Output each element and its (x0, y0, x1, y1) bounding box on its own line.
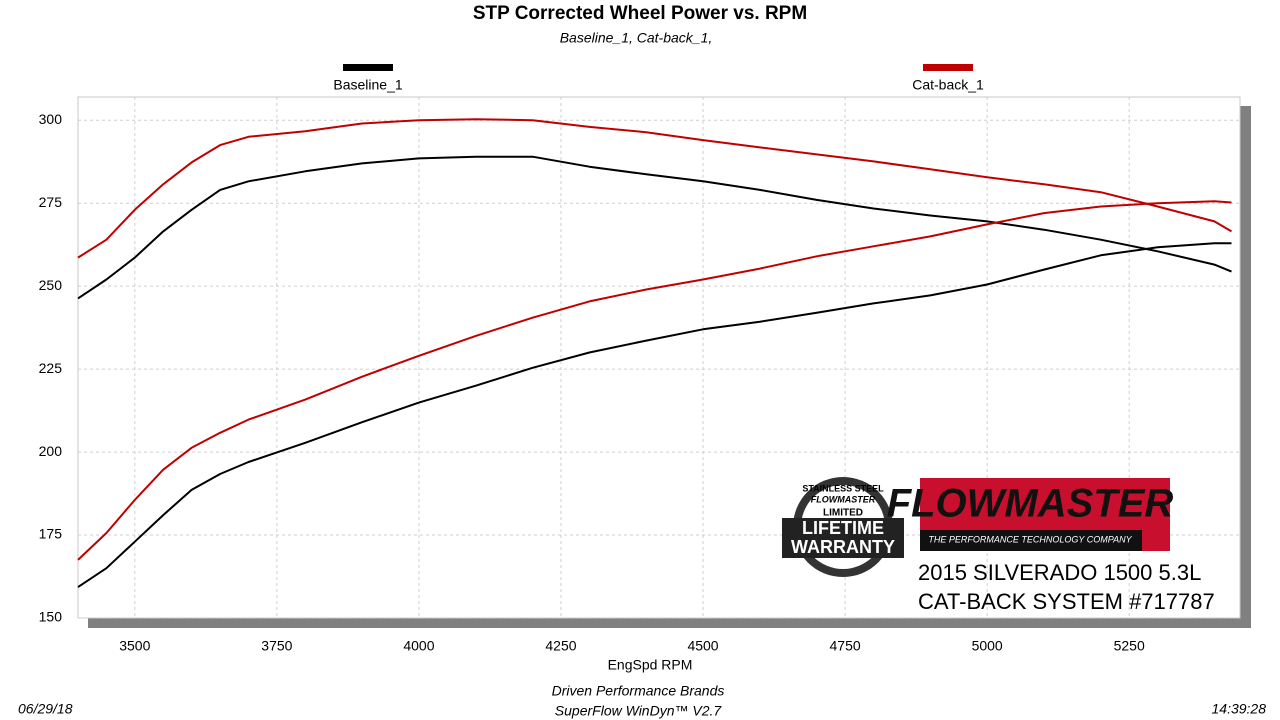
note: 2015 SILVERADO 1500 5.3L (918, 560, 1201, 585)
y-tick-label: 275 (39, 194, 63, 210)
badge-line1: LIFETIME (802, 518, 884, 538)
series-line (77, 200, 1232, 561)
chart-title: STP Corrected Wheel Power vs. RPM (473, 3, 807, 24)
badge-band (782, 518, 904, 558)
logo-tagline: THE PERFORMANCE TECHNOLOGY COMPANY (928, 534, 1132, 544)
y-tick-label: 300 (39, 111, 63, 127)
y-tick-label: 200 (39, 443, 63, 459)
warranty-badge: STAINLESS STEEL FLOWMASTER LIMITED LIFET… (782, 477, 904, 577)
badge-brand: FLOWMASTER (811, 494, 876, 504)
x-tick-label: 3750 (261, 638, 292, 654)
logo-brand: FLOWMASTER (887, 482, 1174, 526)
x-tick-label: 4000 (403, 638, 434, 654)
x-tick-label: 4250 (545, 638, 576, 654)
series-line (77, 242, 1232, 588)
series-line (77, 155, 1232, 300)
x-tick-label: 3500 (119, 638, 150, 654)
x-axis-label: EngSpd RPM (608, 657, 693, 673)
y-tick-label: 175 (39, 526, 63, 542)
legend-label: Baseline_1 (333, 77, 402, 93)
footer-company: Driven Performance Brands (552, 683, 725, 699)
y-tick-label: 150 (39, 609, 63, 625)
x-tick-label: 4500 (687, 638, 718, 654)
footer-time: 14:39:28 (1212, 701, 1267, 717)
badge-line2: WARRANTY (791, 537, 895, 557)
x-tick-label: 4750 (830, 638, 861, 654)
footer-software: SuperFlow WinDyn™ V2.7 (555, 703, 723, 719)
y-tick-label: 225 (39, 360, 63, 376)
note: CAT-BACK SYSTEM #717787 (918, 589, 1215, 614)
x-tick-label: 5000 (972, 638, 1003, 654)
x-tick-label: 5250 (1114, 638, 1145, 654)
footer-date: 06/29/18 (18, 701, 73, 717)
badge-top: STAINLESS STEEL (802, 483, 884, 493)
series-line (77, 118, 1233, 259)
legend-swatch (923, 64, 973, 71)
badge-middle: LIMITED (823, 508, 863, 519)
legend-label: Cat-back_1 (912, 77, 984, 93)
legend-swatch (343, 64, 393, 71)
flowmaster-logo: FLOWMASTER THE PERFORMANCE TECHNOLOGY CO… (887, 478, 1174, 551)
logo-band (920, 530, 1142, 551)
chart-subtitle: Baseline_1, Cat-back_1, (560, 30, 713, 46)
y-tick-label: 250 (39, 277, 63, 293)
